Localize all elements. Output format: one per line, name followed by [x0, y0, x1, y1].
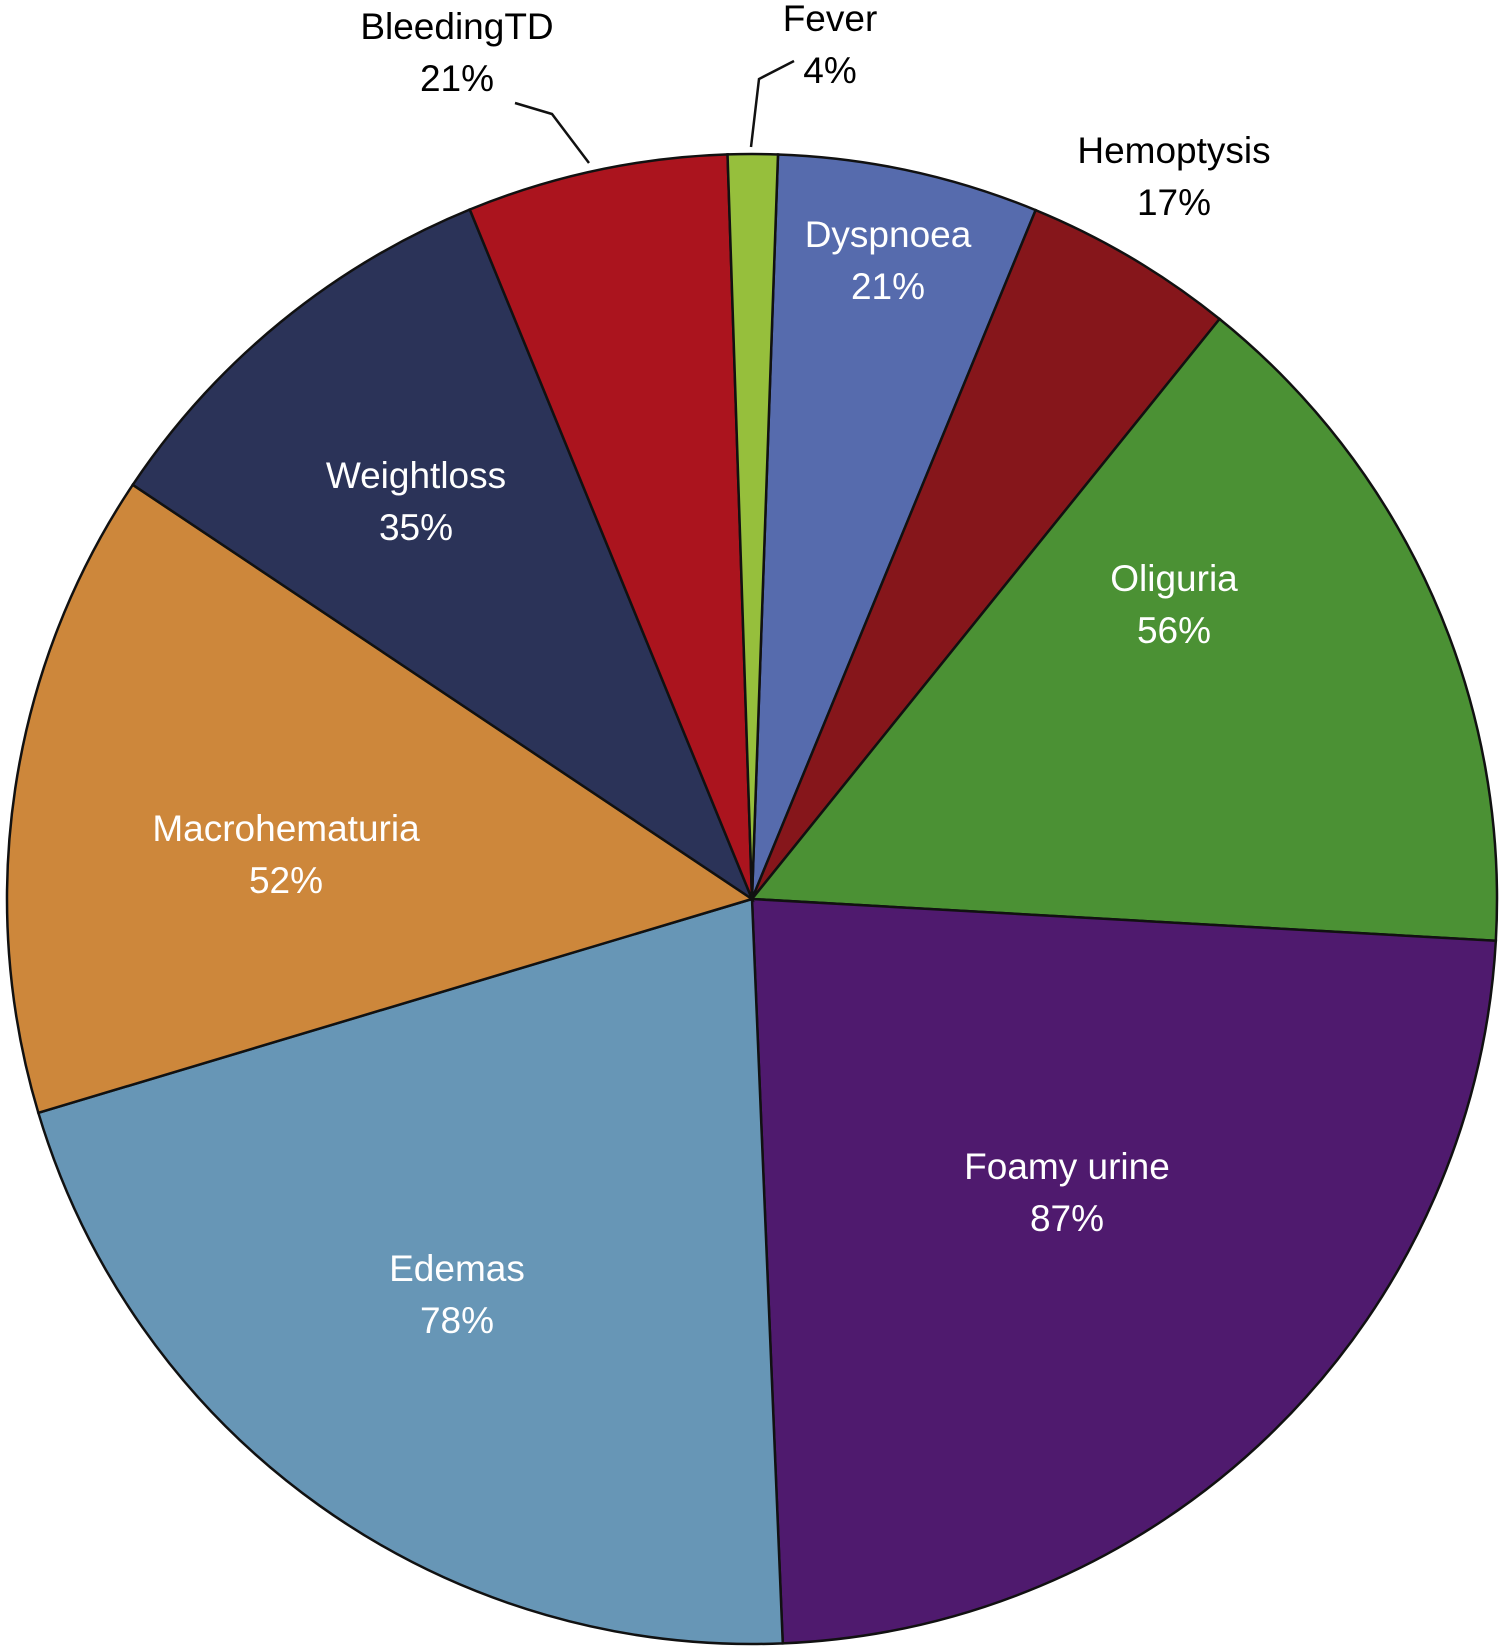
slice-label: Foamy urine [964, 1146, 1170, 1187]
slice-label: Edemas [389, 1248, 525, 1289]
slice [750, 208, 1222, 900]
leader-line [514, 101, 590, 164]
slice [749, 317, 1499, 943]
value-label: 21% [851, 266, 925, 307]
value-label: 17% [1137, 182, 1211, 223]
slice [468, 153, 754, 900]
slice-label: Fever [783, 0, 878, 39]
value-label: 35% [379, 507, 453, 548]
value-label: 87% [1030, 1198, 1104, 1239]
slice-label: Dyspnoea [805, 214, 972, 255]
slice [36, 897, 785, 1646]
value-label: 56% [1137, 610, 1211, 651]
value-label: 78% [420, 1300, 494, 1341]
slice [750, 897, 1498, 1645]
value-label: 4% [803, 50, 856, 91]
slice [5, 483, 755, 1115]
slice-label: BleedingTD [360, 6, 553, 47]
value-label: 21% [420, 58, 494, 99]
slice-label: Hemoptysis [1077, 130, 1270, 171]
value-label: 52% [249, 860, 323, 901]
leader-line [749, 59, 795, 148]
slice [750, 153, 1038, 900]
slice [726, 152, 780, 900]
slice [131, 207, 755, 903]
slice-label: Macrohematuria [152, 808, 420, 849]
slice-label: Weightloss [326, 455, 506, 496]
slice-label: Oliguria [1110, 558, 1238, 599]
